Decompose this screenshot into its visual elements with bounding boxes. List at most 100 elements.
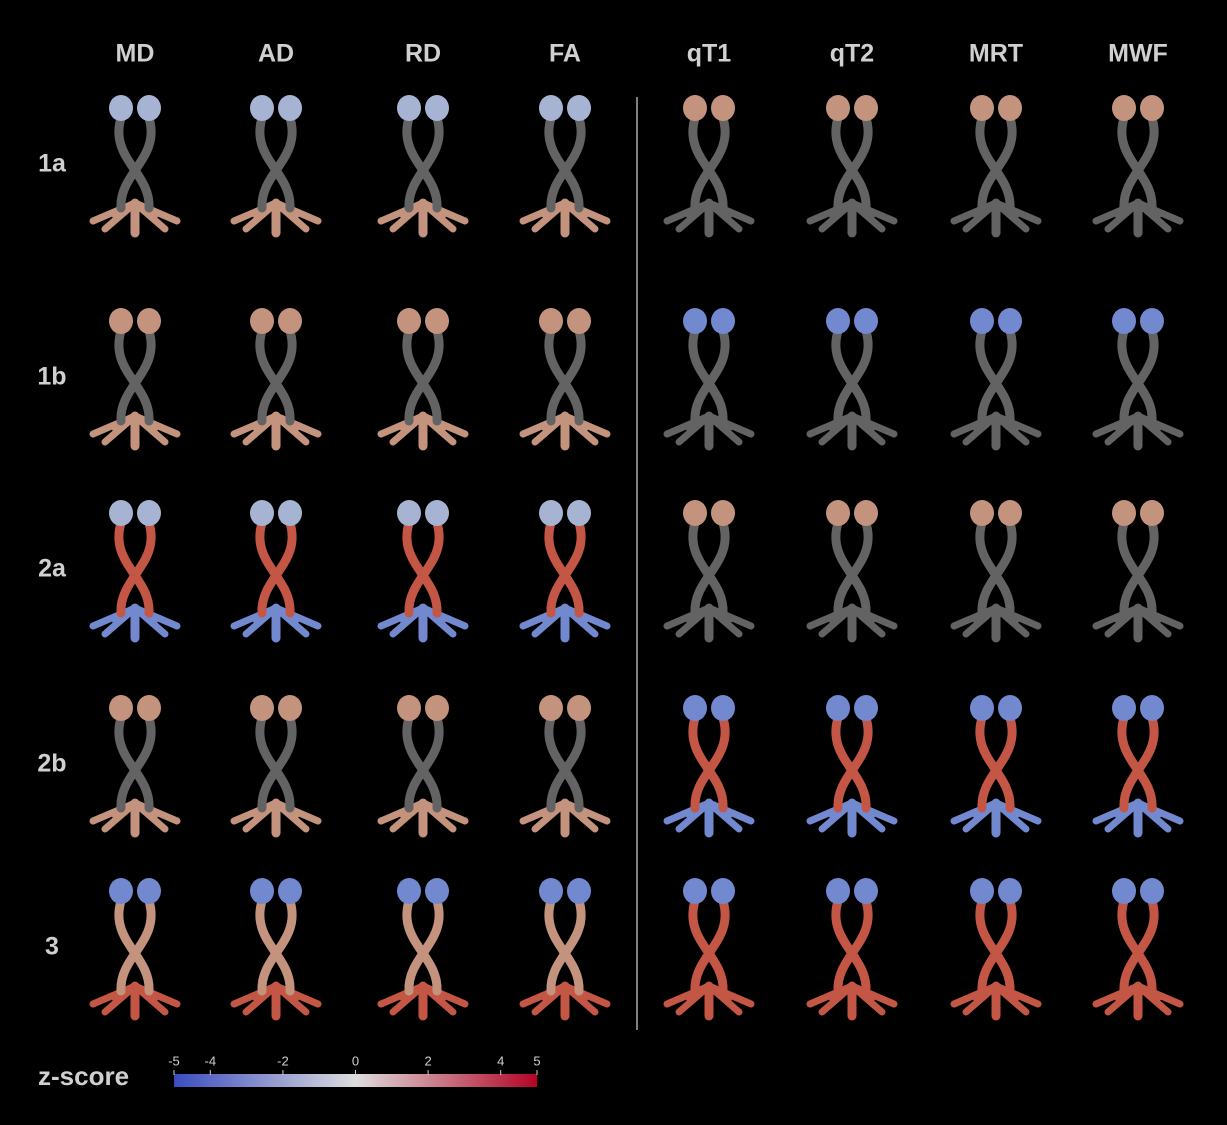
tract-lobe — [1140, 95, 1164, 121]
tract-strand — [114, 896, 154, 996]
tract-lobe — [278, 95, 302, 121]
tract-strand — [116, 518, 156, 618]
tract-base — [519, 982, 611, 1016]
tract-base — [89, 199, 181, 233]
tract-strand — [833, 896, 873, 996]
tract-strand — [404, 713, 444, 813]
tract-strand — [977, 113, 1017, 213]
tract-base — [1092, 799, 1184, 833]
tract-image — [377, 695, 469, 838]
tract-image — [89, 308, 181, 451]
tract-strand — [546, 518, 586, 618]
tract-lobe — [278, 308, 302, 334]
tract-image — [950, 878, 1042, 1021]
tract-lobe — [425, 95, 449, 121]
tract-strand — [1117, 896, 1157, 996]
tract-base — [950, 982, 1042, 1016]
tract-base — [806, 799, 898, 833]
tract-lobe — [539, 500, 563, 526]
tract-strand — [833, 713, 873, 813]
tract-strand — [831, 713, 871, 813]
tract-base — [519, 604, 611, 638]
tract-strand — [975, 713, 1015, 813]
tract-strand — [831, 326, 871, 426]
tract-lobe — [109, 95, 133, 121]
tract-lobe — [539, 695, 563, 721]
tract-strand — [255, 518, 295, 618]
tract-base — [377, 799, 469, 833]
tract-strand — [402, 113, 442, 213]
tract-lobe — [137, 95, 161, 121]
tract-lobe — [278, 878, 302, 904]
tract-image — [806, 95, 898, 238]
tract-lobe — [137, 308, 161, 334]
tract-base — [377, 982, 469, 1016]
tract-base — [230, 604, 322, 638]
tract-base — [806, 982, 898, 1016]
tract-lobe — [397, 695, 421, 721]
tract-lobe — [826, 878, 850, 904]
tract-image — [377, 95, 469, 238]
tract-strand — [688, 113, 728, 213]
tract-image — [806, 695, 898, 838]
tract-lobe — [854, 695, 878, 721]
tract-base — [377, 199, 469, 233]
tract-strand — [688, 326, 728, 426]
tract-strand — [975, 113, 1015, 213]
tract-lobe — [711, 878, 735, 904]
tract-lobe — [711, 695, 735, 721]
column-label: MWF — [1108, 40, 1168, 68]
tract-base — [663, 799, 755, 833]
tract-image — [663, 695, 755, 838]
tract-lobe — [539, 878, 563, 904]
tract-image — [89, 695, 181, 838]
tract-image — [950, 500, 1042, 643]
tract-lobe — [970, 878, 994, 904]
tract-strand — [831, 896, 871, 996]
tract-lobe — [711, 95, 735, 121]
tract-lobe — [397, 95, 421, 121]
tract-base — [230, 199, 322, 233]
tract-base — [230, 412, 322, 446]
tract-lobe — [1140, 308, 1164, 334]
tract-strand — [404, 326, 444, 426]
tract-strand — [975, 326, 1015, 426]
tract-lobe — [970, 95, 994, 121]
tract-strand — [544, 518, 584, 618]
tract-image — [230, 878, 322, 1021]
tract-lobe — [137, 500, 161, 526]
tract-lobe — [137, 878, 161, 904]
tract-strand — [1117, 113, 1157, 213]
tract-lobe — [854, 500, 878, 526]
tract-base — [1092, 199, 1184, 233]
tract-lobe — [1140, 878, 1164, 904]
tract-base — [950, 799, 1042, 833]
row-label: 1a — [38, 150, 67, 178]
tract-base — [1092, 412, 1184, 446]
tract-strand — [688, 518, 728, 618]
tract-strand — [977, 713, 1017, 813]
column-label: MRT — [969, 40, 1023, 68]
tract-strand — [1119, 326, 1159, 426]
tract-lobe — [250, 95, 274, 121]
tract-strand — [1117, 713, 1157, 813]
tract-base — [950, 199, 1042, 233]
tract-strand — [977, 896, 1017, 996]
column-label: qT2 — [830, 40, 874, 68]
tract-strand — [255, 113, 295, 213]
tract-strand — [544, 326, 584, 426]
tract-lobe — [854, 878, 878, 904]
tract-lobe — [109, 695, 133, 721]
column-label: qT1 — [687, 40, 732, 68]
tract-strand — [690, 713, 730, 813]
colorbar — [174, 1074, 537, 1087]
tract-image — [806, 308, 898, 451]
tract-strand — [690, 518, 730, 618]
tract-image — [89, 878, 181, 1021]
tract-lobe — [137, 695, 161, 721]
tract-lobe — [1140, 695, 1164, 721]
tract-base — [1092, 604, 1184, 638]
tract-strand — [257, 326, 297, 426]
row-label: 2a — [38, 555, 67, 583]
